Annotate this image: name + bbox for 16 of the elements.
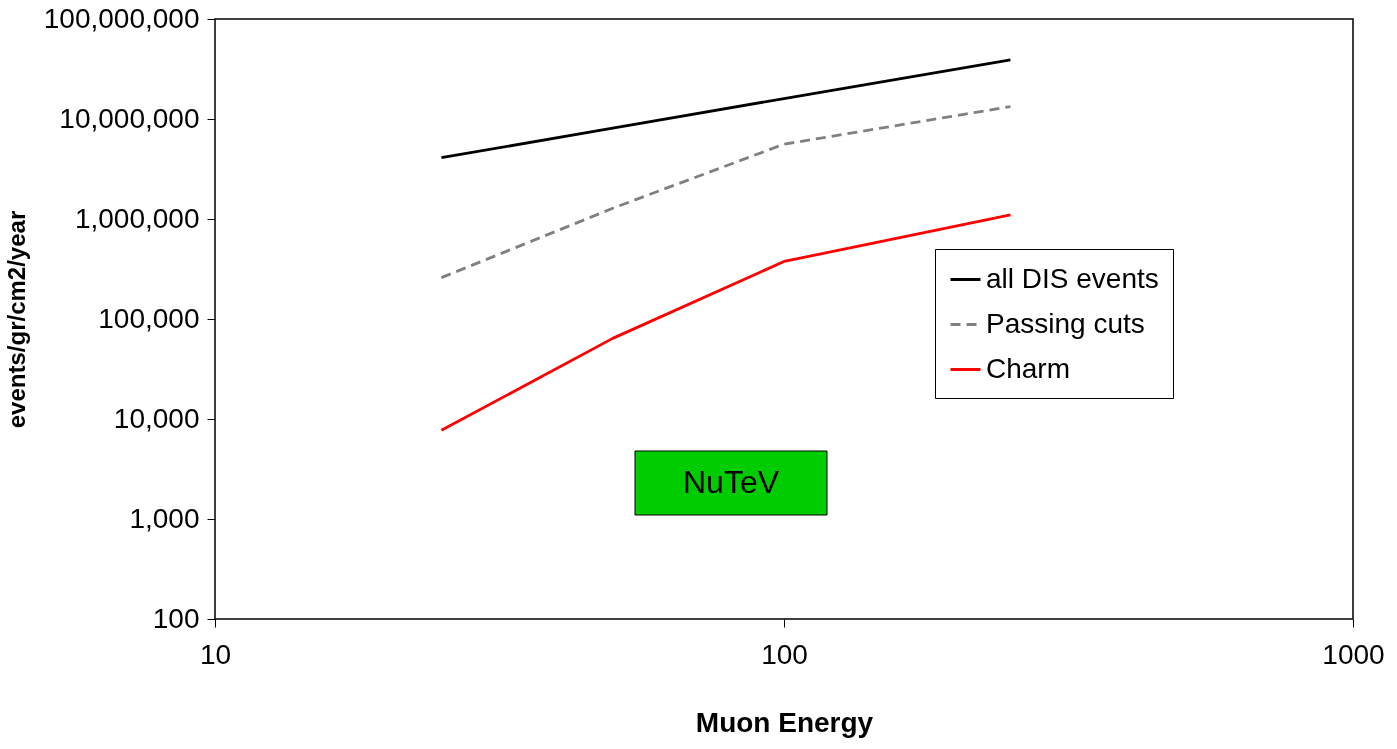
- legend-label: all DIS events: [986, 262, 1159, 294]
- x-tick-label: 10: [199, 638, 232, 670]
- y-tick-label: 100: [152, 602, 200, 634]
- y-axis-title: events/gr/cm2/year: [2, 210, 30, 429]
- y-tick-label: 10,000,000: [59, 102, 200, 134]
- y-tick-label: 1,000,000: [74, 202, 200, 234]
- y-tick-label: 100,000,000: [43, 2, 200, 34]
- x-tick-label: 100: [761, 638, 808, 670]
- legend-label: Passing cuts: [986, 307, 1145, 339]
- annotation: NuTeV: [682, 464, 780, 500]
- y-tick-label: 100,000: [98, 302, 200, 334]
- x-axis-title: Muon Energy: [695, 706, 874, 738]
- x-tick-label: 1000: [1322, 638, 1385, 670]
- y-tick-label: 10,000: [113, 402, 200, 434]
- legend-label: Charm: [986, 352, 1071, 384]
- y-tick-label: 1,000: [129, 502, 200, 534]
